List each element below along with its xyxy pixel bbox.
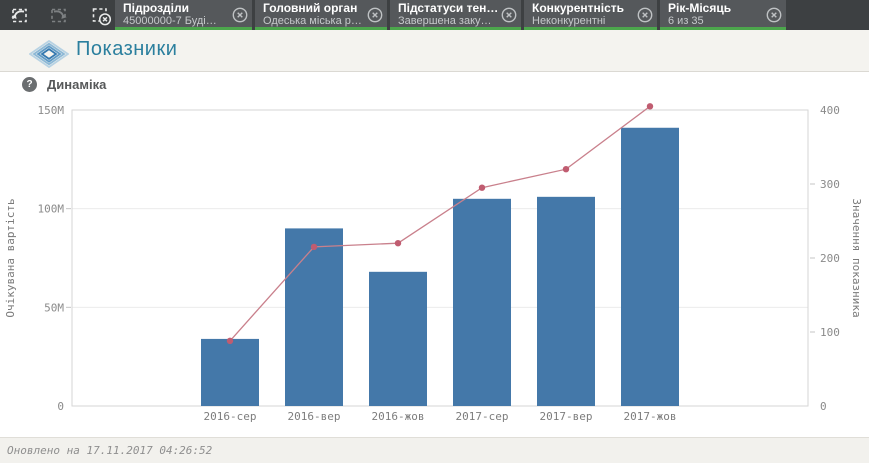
step-forward-button[interactable] bbox=[47, 3, 72, 28]
line-point[interactable] bbox=[394, 240, 402, 247]
step-back-button[interactable] bbox=[6, 3, 31, 28]
bar[interactable] bbox=[201, 338, 259, 406]
trend-line bbox=[229, 105, 651, 342]
chip-clear-icon[interactable] bbox=[637, 7, 653, 23]
chip-selection-indicator bbox=[390, 27, 521, 30]
line-point[interactable] bbox=[646, 103, 654, 110]
chip-field-label: Головний орган bbox=[263, 2, 358, 15]
x-axis-category-label: 2017-сер bbox=[456, 410, 509, 423]
chip-field-label: Підстатуси тен… bbox=[398, 2, 497, 15]
x-axis-category-label: 2017-вер bbox=[540, 410, 593, 423]
chip-field-label: Конкурентність bbox=[532, 2, 625, 15]
app-header: Показники bbox=[0, 30, 869, 72]
clear-selections-button[interactable] bbox=[88, 3, 113, 28]
chip-field-label: Рік-Місяць bbox=[668, 2, 732, 15]
right-axis-title: Значення показника bbox=[850, 198, 863, 317]
step-back-arrow-icon bbox=[11, 8, 27, 23]
chip-selected-value: 6 из 35 bbox=[668, 15, 704, 27]
right-axis-tick-label: 200 bbox=[820, 252, 840, 265]
selection-chip-list: Підрозділи 45000000-7 Буді… Головний орган… bbox=[115, 0, 786, 30]
selection-chip[interactable]: Підрозділи 45000000-7 Буді… bbox=[115, 0, 252, 30]
left-axis-tick-label: 50M bbox=[44, 301, 64, 314]
chip-selected-value: Неконкурентні bbox=[532, 15, 606, 27]
chip-clear-icon[interactable] bbox=[367, 7, 383, 23]
x-axis-category-label: 2017-жов bbox=[624, 410, 677, 423]
x-axis-category-label: 2016-жов bbox=[372, 410, 425, 423]
step-forward-arrow-icon bbox=[51, 8, 67, 23]
left-axis-tick-label: 0 bbox=[57, 400, 64, 413]
selection-chip[interactable]: Головний орган Одеська міська р… bbox=[255, 0, 387, 30]
left-axis-tick-label: 150M bbox=[38, 104, 65, 117]
app-logo-icon bbox=[28, 39, 70, 73]
page-title: Показники bbox=[76, 38, 178, 60]
selection-chip[interactable]: Рік-Місяць 6 из 35 bbox=[660, 0, 786, 30]
x-axis-category-label: 2016-вер bbox=[288, 410, 341, 423]
bar[interactable] bbox=[621, 127, 679, 406]
bar[interactable] bbox=[369, 271, 427, 406]
bar[interactable] bbox=[453, 198, 511, 406]
right-axis-tick-label: 0 bbox=[820, 400, 827, 413]
chip-field-label: Підрозділи bbox=[123, 2, 189, 15]
status-bar: Оновлено на 17.11.2017 04:26:52 bbox=[0, 437, 869, 463]
line-point[interactable] bbox=[478, 184, 486, 191]
chip-selected-value: Одеська міська р… bbox=[263, 15, 362, 27]
chip-selection-indicator bbox=[524, 27, 657, 30]
chip-clear-icon[interactable] bbox=[232, 7, 248, 23]
line-point[interactable] bbox=[226, 337, 234, 345]
right-axis-tick-label: 400 bbox=[820, 104, 840, 117]
selection-chip[interactable]: Конкурентність Неконкурентні bbox=[524, 0, 657, 30]
bar[interactable] bbox=[537, 196, 595, 406]
last-updated-text: Оновлено на 17.11.2017 04:26:52 bbox=[7, 444, 213, 457]
right-axis-tick-label: 300 bbox=[820, 178, 840, 191]
selection-toolbar: Підрозділи 45000000-7 Буді… Головний орган… bbox=[0, 0, 869, 30]
chip-selected-value: Завершена заку… bbox=[398, 15, 492, 27]
left-axis-tick-label: 100M bbox=[38, 203, 65, 216]
chip-selection-indicator bbox=[115, 27, 252, 30]
line-point[interactable] bbox=[310, 243, 318, 251]
selection-nav bbox=[6, 3, 113, 28]
x-axis-category-label: 2016-сер bbox=[204, 410, 257, 423]
clear-selections-icon bbox=[92, 8, 112, 26]
chip-clear-icon[interactable] bbox=[501, 7, 517, 23]
help-icon[interactable]: ? bbox=[22, 77, 37, 92]
chip-selection-indicator bbox=[255, 27, 387, 30]
line-point[interactable] bbox=[562, 166, 570, 173]
chart-title: Динаміка bbox=[47, 77, 107, 92]
selection-chip[interactable]: Підстатуси тен… Завершена заку… bbox=[390, 0, 521, 30]
combo-chart: 0 50M 100M 150M 0 100 200 300 400 2016-сер 2016-ве… bbox=[4, 103, 863, 423]
plot-border bbox=[71, 109, 809, 407]
chart-object-header: ? Динаміка bbox=[22, 77, 106, 92]
chip-selection-indicator bbox=[660, 27, 786, 30]
right-axis-tick-label: 100 bbox=[820, 326, 840, 339]
chip-clear-icon[interactable] bbox=[766, 7, 782, 23]
chip-selected-value: 45000000-7 Буді… bbox=[123, 15, 217, 27]
left-axis-title: Очікувана вартість bbox=[4, 198, 17, 317]
bar[interactable] bbox=[285, 228, 343, 406]
